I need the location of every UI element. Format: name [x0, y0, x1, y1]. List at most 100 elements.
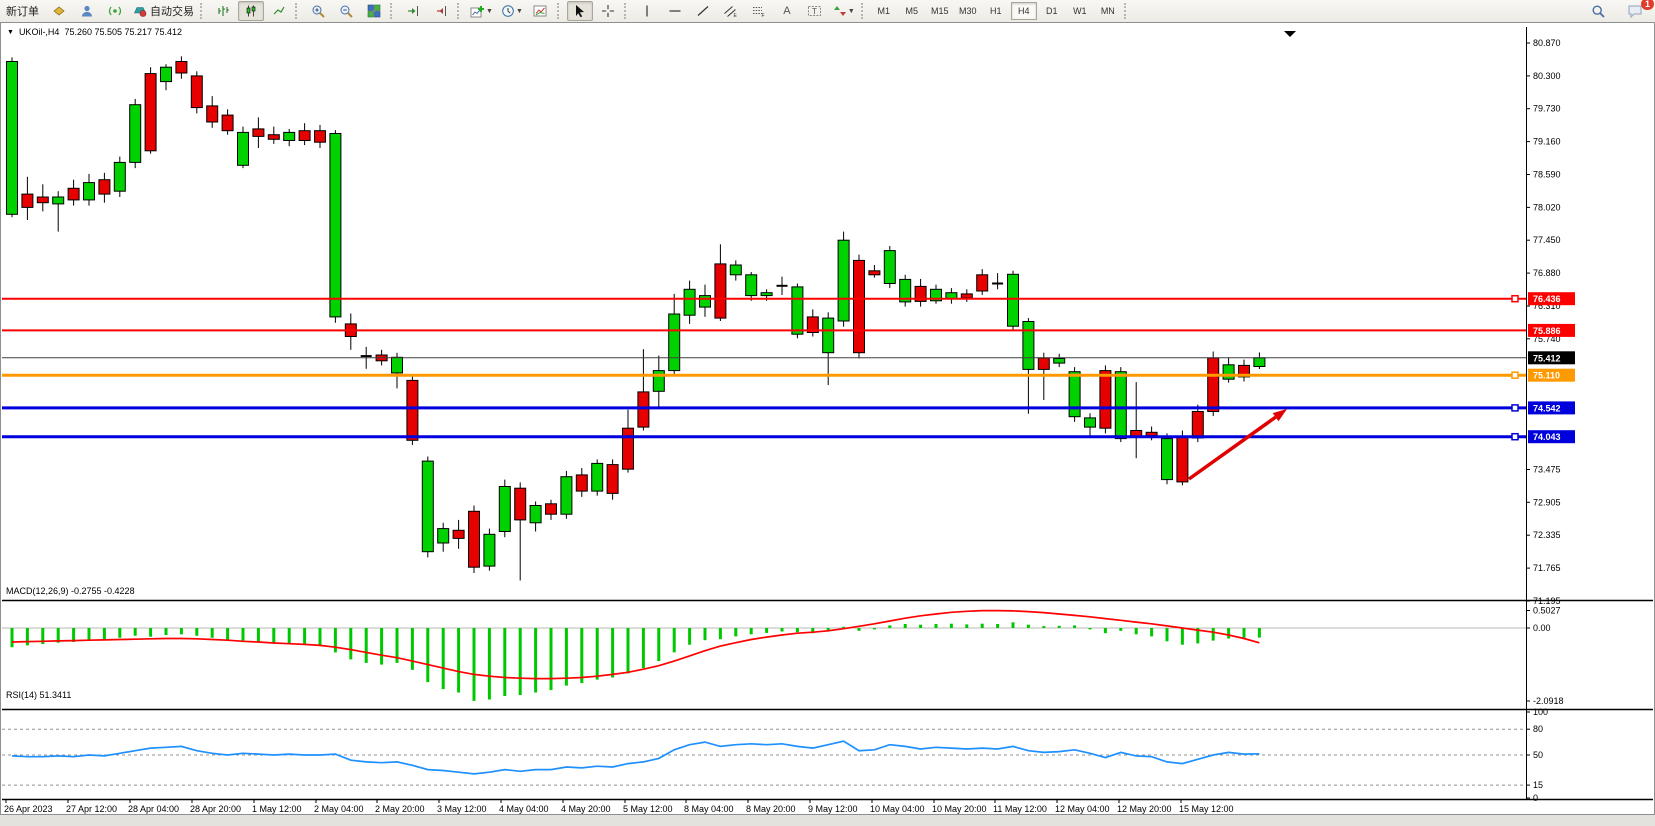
chat-bubble-icon: [1627, 4, 1643, 18]
templates-button[interactable]: [528, 1, 554, 21]
rsi-indicator-label: RSI(14) 51.3411: [6, 690, 72, 700]
tile-windows-icon: [367, 4, 381, 18]
svg-text:75.412: 75.412: [1533, 353, 1561, 363]
svg-text:T: T: [812, 7, 817, 16]
fibonacci-tool-button[interactable]: F: [746, 1, 772, 21]
trendline-icon: [696, 4, 710, 18]
toolbar-separator: [1123, 3, 1131, 19]
trendline-tool-button[interactable]: [690, 1, 716, 21]
signals-button[interactable]: [102, 1, 128, 21]
tile-windows-button[interactable]: [361, 1, 387, 21]
toolbar-separator: [860, 3, 868, 19]
svg-text:76.310: 76.310: [1533, 301, 1561, 311]
svg-text:80.300: 80.300: [1533, 71, 1561, 81]
auto-trading-button[interactable]: 自动交易: [130, 1, 197, 21]
main-toolbar: 新订单 自动交易: [0, 0, 1655, 23]
candlestick-chart-button[interactable]: [238, 1, 264, 21]
search-button[interactable]: [1585, 1, 1611, 21]
chart-window[interactable]: ▼ UKOil-,H4 75.260 75.505 75.217 75.412 …: [0, 22, 1655, 815]
svg-text:0.00: 0.00: [1533, 623, 1551, 633]
svg-text:71.195: 71.195: [1533, 596, 1561, 606]
macd-indicator-label: MACD(12,26,9) -0.2755 -0.4228: [6, 586, 135, 596]
timeframe-d1-button[interactable]: D1: [1046, 6, 1058, 16]
svg-text:0: 0: [1533, 793, 1538, 803]
timeframe-m5-button[interactable]: M5: [905, 6, 919, 16]
svg-text:79.160: 79.160: [1533, 137, 1561, 147]
person-icon: [80, 4, 94, 18]
horizontal-line-icon: [668, 4, 682, 18]
cursor-icon: [573, 4, 586, 18]
arrows-tool-button[interactable]: ▼: [830, 1, 858, 21]
chart-title: ▼ UKOil-,H4 75.260 75.505 75.217 75.412: [7, 27, 182, 37]
svg-text:78.020: 78.020: [1533, 202, 1561, 212]
timeframe-group: M1 M5 M15 M30 H1 H4 D1 W1 MN: [870, 0, 1122, 22]
svg-text:-2.0918: -2.0918: [1533, 696, 1564, 706]
svg-text:3 May 12:00: 3 May 12:00: [437, 804, 487, 814]
toolbar-separator: [556, 3, 564, 19]
auto-trading-icon: [133, 4, 147, 18]
equidistant-channel-tool-button[interactable]: E: [718, 1, 744, 21]
svg-text:72.905: 72.905: [1533, 497, 1561, 507]
chat-button[interactable]: 1: [1622, 0, 1654, 21]
arrows-icon: [833, 4, 847, 18]
svg-text:12 May 04:00: 12 May 04:00: [1055, 804, 1110, 814]
candlestick-chart-icon: [244, 4, 258, 18]
svg-text:80.870: 80.870: [1533, 38, 1561, 48]
svg-text:75.886: 75.886: [1533, 326, 1561, 336]
svg-text:12 May 20:00: 12 May 20:00: [1117, 804, 1172, 814]
timeframe-mn-button[interactable]: MN: [1100, 6, 1115, 16]
svg-text:74.043: 74.043: [1533, 432, 1561, 442]
zoom-in-icon: [311, 4, 326, 19]
toolbar-separator: [295, 3, 302, 19]
collapse-arrow-icon[interactable]: ▼: [7, 28, 14, 36]
toolbar-separator: [390, 3, 397, 19]
timeframe-m15-button[interactable]: M15: [931, 6, 949, 16]
svg-text:11 May 12:00: 11 May 12:00: [993, 804, 1047, 814]
svg-text:74.542: 74.542: [1533, 403, 1561, 413]
timeframe-w1-button[interactable]: W1: [1073, 6, 1087, 16]
bar-chart-button[interactable]: [210, 1, 236, 21]
zoom-out-button[interactable]: [333, 1, 359, 21]
cursor-button[interactable]: [566, 1, 593, 21]
timeframe-m30-button[interactable]: M30: [959, 6, 977, 16]
text-a-icon: A: [783, 5, 791, 17]
svg-text:77.450: 77.450: [1533, 235, 1561, 245]
crosshair-button[interactable]: [595, 1, 621, 21]
horizontal-line-tool-button[interactable]: [662, 1, 688, 21]
svg-text:75.740: 75.740: [1533, 334, 1561, 344]
auto-scroll-button[interactable]: [400, 1, 426, 21]
notification-badge: 1: [1640, 0, 1654, 10]
add-indicator-button[interactable]: ▼: [467, 1, 496, 21]
chart-shift-button[interactable]: [428, 1, 454, 21]
svg-text:4 May 04:00: 4 May 04:00: [499, 804, 549, 814]
svg-text:15 May 12:00: 15 May 12:00: [1179, 804, 1234, 814]
svg-text:2 May 20:00: 2 May 20:00: [375, 804, 425, 814]
zoom-in-button[interactable]: [305, 1, 331, 21]
line-chart-button[interactable]: [266, 1, 292, 21]
timeframe-h4-button[interactable]: H4: [1010, 2, 1037, 20]
new-order-button[interactable]: 新订单: [6, 6, 39, 18]
chart-canvas[interactable]: 80.870 80.300 79.730 79.160 78.590 78.020 77.4…: [2, 23, 1653, 814]
text-tool-button[interactable]: A: [774, 1, 800, 21]
timeframe-m1-button[interactable]: M1: [877, 6, 891, 16]
svg-text:100: 100: [1533, 707, 1548, 717]
svg-text:78.590: 78.590: [1533, 170, 1561, 180]
auto-trading-label: 自动交易: [150, 6, 194, 18]
auto-scroll-icon: [406, 4, 420, 18]
window-bottom-strip: [0, 815, 1655, 826]
toolbar-separator: [200, 3, 207, 19]
svg-text:0.5027: 0.5027: [1533, 606, 1561, 616]
vertical-line-tool-button[interactable]: [634, 1, 660, 21]
svg-text:2 May 04:00: 2 May 04:00: [314, 804, 364, 814]
svg-text:71.765: 71.765: [1533, 563, 1561, 573]
periods-button[interactable]: ▼: [498, 1, 526, 21]
text-label-tool-button[interactable]: T: [802, 1, 828, 21]
ohlc-values: 75.260 75.505 75.217 75.412: [64, 27, 183, 37]
profile-button[interactable]: [74, 1, 100, 21]
svg-text:4 May 20:00: 4 May 20:00: [561, 804, 611, 814]
timeframe-h1-button[interactable]: H1: [990, 6, 1002, 16]
svg-text:9 May 12:00: 9 May 12:00: [808, 804, 858, 814]
svg-text:75.110: 75.110: [1533, 371, 1560, 381]
svg-text:72.335: 72.335: [1533, 530, 1561, 540]
market-watch-button[interactable]: [46, 1, 72, 21]
